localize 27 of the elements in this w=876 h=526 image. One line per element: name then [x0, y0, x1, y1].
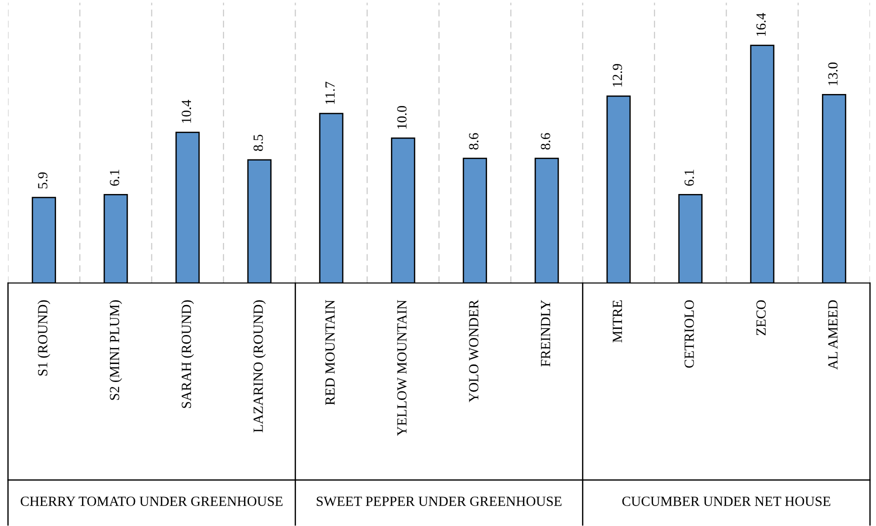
data-label: 12.9 [612, 64, 622, 87]
x-tick-label: YELLOW MOUNTAIN [397, 300, 407, 436]
x-tick-label: AL AMEED [828, 300, 838, 370]
x-tick-label: YOLO WONDER [469, 300, 478, 402]
x-tick-label: FREINDLY [540, 300, 550, 367]
text: CUCUMBER UNDER NET HOUSE [622, 496, 830, 506]
data-label: 8.6 [469, 133, 478, 150]
x-tick-label: SARAH (ROUND) [181, 300, 194, 408]
data-label: 10.4 [182, 100, 192, 123]
data-label: 16.4 [756, 12, 766, 36]
x-tick-label: CETRIOLO [684, 300, 694, 368]
x-tick-label: ZECO [756, 300, 766, 336]
x-tick-label: S2 (MINI PLUM) [109, 300, 122, 400]
data-label: 8.5 [254, 134, 263, 151]
x-tick-label: LAZARINO (ROUND) [253, 300, 266, 432]
data-label: 6.1 [684, 170, 694, 186]
data-label: 6.1 [110, 170, 120, 186]
data-label: 13.0 [828, 62, 838, 86]
x-tick-label: S1 (ROUND) [38, 300, 50, 376]
text: SWEET PEPPER UNDER GREENHOUSE [316, 496, 562, 506]
data-label: 10.0 [397, 106, 407, 129]
x-tick-label: RED MOUNTAIN [325, 300, 335, 406]
data-label: 8.6 [540, 133, 550, 150]
x-tick-label: MITRE [612, 300, 622, 342]
text: CHERRY TOMATO UNDER GREENHOUSE [20, 496, 282, 506]
data-label: 11.7 [325, 82, 335, 104]
data-label: 5.9 [38, 172, 48, 188]
